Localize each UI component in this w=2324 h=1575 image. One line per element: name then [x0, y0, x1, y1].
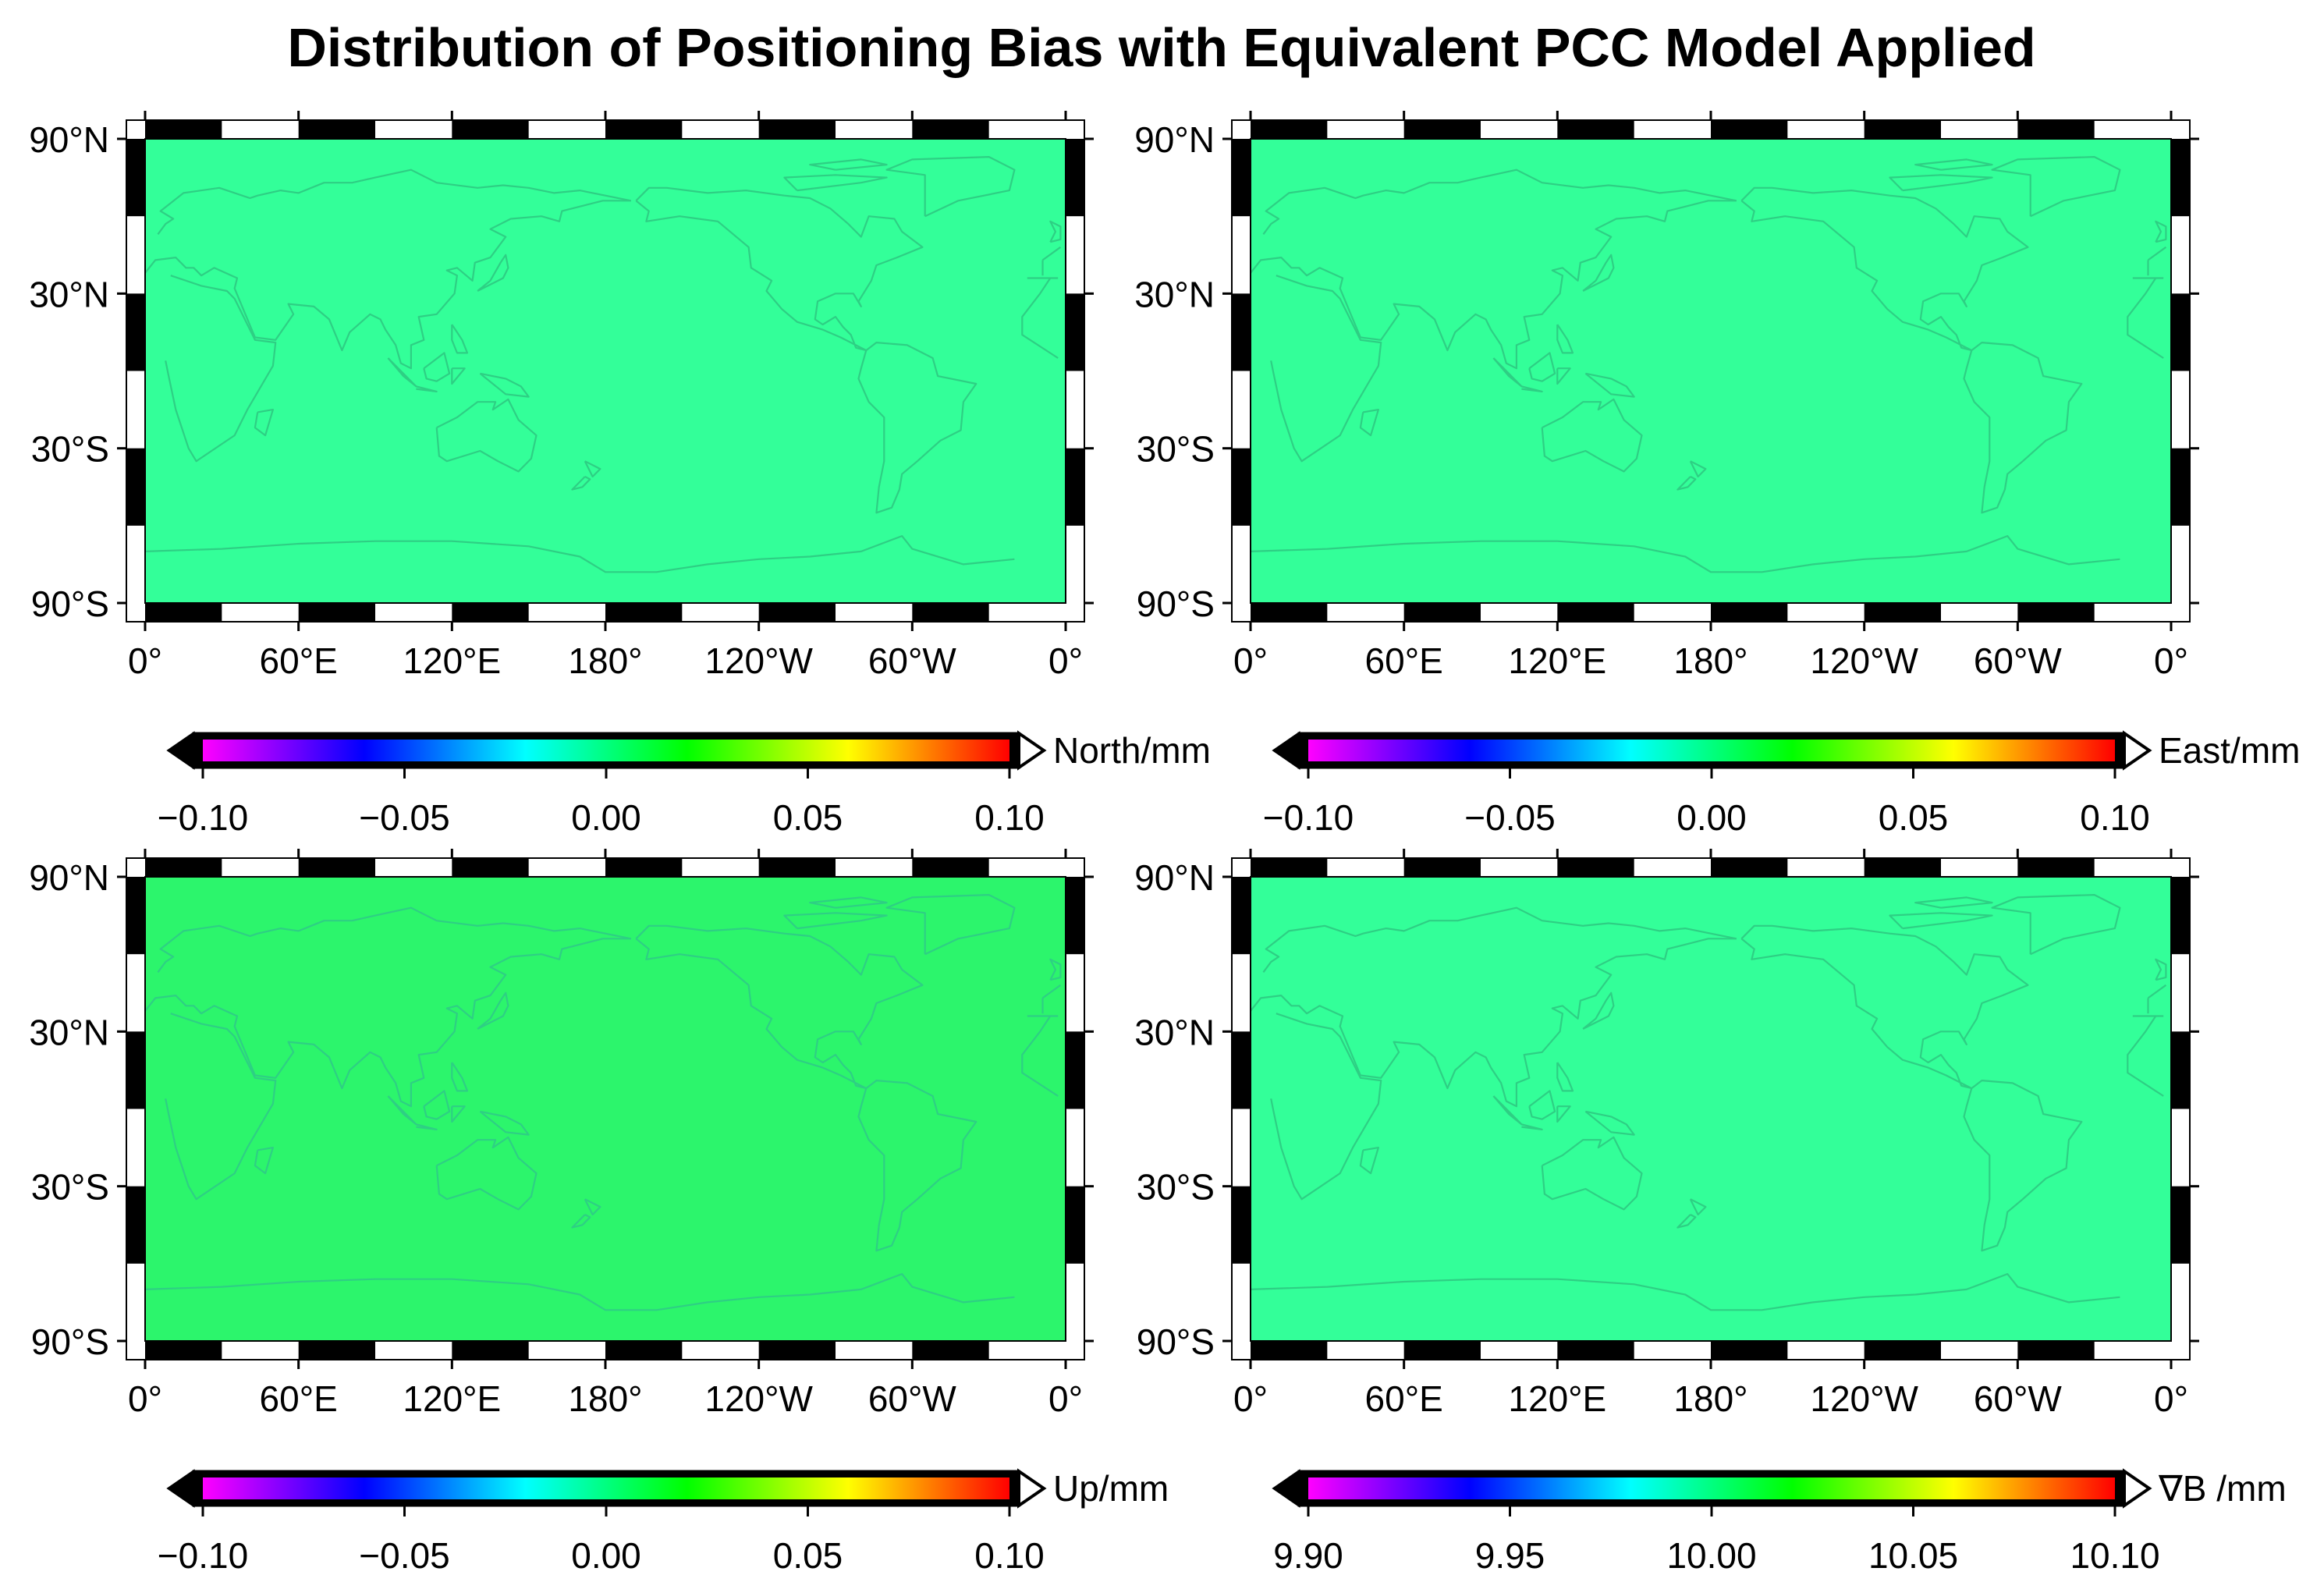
colorbar-tick-label: 0.10 — [2080, 797, 2150, 838]
lon-tick-label: 120°E — [1508, 1378, 1606, 1419]
colorbar-gradient — [1308, 1477, 2115, 1499]
colorbar-high-triangle — [2123, 1468, 2152, 1509]
lat-tick-label: 30°N — [29, 274, 109, 314]
map-area — [145, 877, 1066, 1341]
lon-tick-label: 60°W — [868, 1378, 957, 1419]
colorbar-tick-label: −0.05 — [359, 797, 449, 838]
colorbar-high-triangle — [1017, 1468, 1047, 1509]
colorbar-tick-label: 9.95 — [1475, 1535, 1545, 1575]
coastlines — [144, 156, 1062, 573]
map-area — [1251, 877, 2171, 1341]
colorbar-tick-label: 10.05 — [1868, 1535, 1958, 1575]
colorbar-tick-label: 0.00 — [1676, 797, 1747, 838]
lon-tick-label: 120°W — [1810, 640, 1918, 681]
colorbar-high-triangle — [2123, 730, 2152, 771]
colorbar-tick-label: 0.05 — [773, 1535, 843, 1575]
lon-tick-label: 0° — [2154, 640, 2188, 681]
colorbar-label: East/mm — [2159, 730, 2300, 771]
lon-tick-label: 60°E — [260, 640, 338, 681]
lon-tick-label: 0° — [1233, 640, 1268, 681]
lon-tick-label: 120°E — [1508, 640, 1606, 681]
colorbar-tick-label: 0.00 — [571, 1535, 641, 1575]
lon-tick-label: 120°E — [403, 640, 501, 681]
lat-tick-label: 90°N — [1134, 119, 1215, 160]
lon-tick-label: 0° — [1048, 640, 1083, 681]
colorbar-tick-label: −0.05 — [359, 1535, 449, 1575]
lon-tick-label: 0° — [128, 640, 162, 681]
colorbar-tick-label: 9.90 — [1273, 1535, 1343, 1575]
lon-tick-label: 60°E — [260, 1378, 338, 1419]
colorbar-low-triangle — [1272, 1469, 1300, 1508]
lat-tick-label: 30°N — [29, 1012, 109, 1052]
panel-nablab: 90°N 30°N 30°S 90°S 0° 60°E 120°E 180° 120°W 60°W… — [1134, 849, 2287, 1575]
map-area — [1251, 139, 2171, 603]
colorbar: ∇B /mm 9.90 9.95 10.00 10.05 10.10 — [1272, 1468, 2287, 1575]
figure-title: Distribution of Positioning Bias with Eq… — [287, 17, 2035, 78]
lat-tick-label: 30°S — [31, 429, 109, 470]
colorbar-tick-label: 0.10 — [974, 797, 1045, 838]
colorbar-low-triangle — [1272, 731, 1300, 770]
colorbar-gradient — [203, 740, 1009, 761]
colorbar-tick-label: 0.05 — [773, 797, 843, 838]
map-area — [145, 139, 1066, 603]
lat-tick-label: 30°N — [1134, 1012, 1215, 1052]
lon-tick-label: 0° — [1233, 1378, 1268, 1419]
colorbar: Up/mm −0.10 −0.05 0.00 0.05 0.10 — [158, 1468, 1169, 1575]
colorbar-label: North/mm — [1053, 730, 1211, 771]
colorbar-tick-label: 0.10 — [974, 1535, 1045, 1575]
colorbar-tick-label: −0.10 — [158, 797, 248, 838]
lon-tick-label: 180° — [1673, 640, 1747, 681]
colorbar-low-triangle — [166, 731, 195, 770]
colorbar-tick-label: 10.10 — [2070, 1535, 2159, 1575]
lat-tick-label: 30°S — [1137, 1167, 1215, 1208]
lat-tick-label: 90°N — [29, 857, 109, 898]
lat-tick-label: 90°S — [31, 1321, 109, 1362]
lon-tick-label: 120°W — [704, 1378, 813, 1419]
lon-tick-label: 120°W — [1810, 1378, 1918, 1419]
lat-tick-label: 90°S — [1137, 584, 1215, 624]
colorbar: East/mm −0.10 −0.05 0.00 0.05 0.10 — [1263, 730, 2301, 838]
lon-tick-label: 0° — [1048, 1378, 1083, 1419]
panel-up: 90°N 30°N 30°S 90°S 0° 60°E 120°E 180° 120°W 60°W… — [29, 849, 1169, 1575]
lat-tick-label: 90°N — [29, 119, 109, 160]
lat-tick-label: 30°S — [1137, 429, 1215, 470]
colorbar-tick-label: 0.00 — [571, 797, 641, 838]
lon-tick-label: 60°W — [1974, 640, 2063, 681]
lon-tick-label: 180° — [568, 1378, 642, 1419]
colorbar-gradient — [1308, 740, 2115, 761]
colorbar-tick-label: 10.00 — [1666, 1535, 1756, 1575]
lon-tick-label: 180° — [1673, 1378, 1747, 1419]
colorbar-tick-label: −0.10 — [158, 1535, 248, 1575]
lat-tick-label: 30°N — [1134, 274, 1215, 314]
lon-tick-label: 60°W — [868, 640, 957, 681]
lon-tick-label: 60°E — [1365, 640, 1443, 681]
lon-tick-label: 120°W — [704, 640, 813, 681]
colorbar: North/mm −0.10 −0.05 0.00 0.05 0.10 — [158, 730, 1211, 838]
coastlines — [1250, 893, 2167, 1311]
colorbar-low-triangle — [166, 1469, 195, 1508]
coastlines — [144, 893, 1062, 1311]
lon-tick-label: 0° — [128, 1378, 162, 1419]
lon-tick-label: 60°E — [1365, 1378, 1443, 1419]
lat-tick-label: 90°S — [1137, 1321, 1215, 1362]
lon-tick-label: 60°W — [1974, 1378, 2063, 1419]
lon-tick-label: 0° — [2154, 1378, 2188, 1419]
panel-north: 90°N 30°N 30°S 90°S 0° 60°E 120°E 180° 120°W 60°W… — [29, 111, 1211, 838]
colorbar-tick-label: 0.05 — [1879, 797, 1949, 838]
colorbar-tick-label: −0.10 — [1263, 797, 1354, 838]
coastlines — [1250, 156, 2167, 573]
colorbar-high-triangle — [1017, 730, 1047, 771]
colorbar-label: Up/mm — [1053, 1468, 1169, 1509]
lat-tick-label: 90°S — [31, 584, 109, 624]
colorbar-tick-label: −0.05 — [1464, 797, 1555, 838]
lon-tick-label: 180° — [568, 640, 642, 681]
panel-east: 90°N 30°N 30°S 90°S 0° 60°E 120°E 180° 120°W 60°W… — [1134, 111, 2300, 838]
colorbar-gradient — [203, 1477, 1009, 1499]
lat-tick-label: 90°N — [1134, 857, 1215, 898]
colorbar-label: ∇B /mm — [2158, 1468, 2287, 1509]
lat-tick-label: 30°S — [31, 1167, 109, 1208]
lon-tick-label: 120°E — [403, 1378, 501, 1419]
